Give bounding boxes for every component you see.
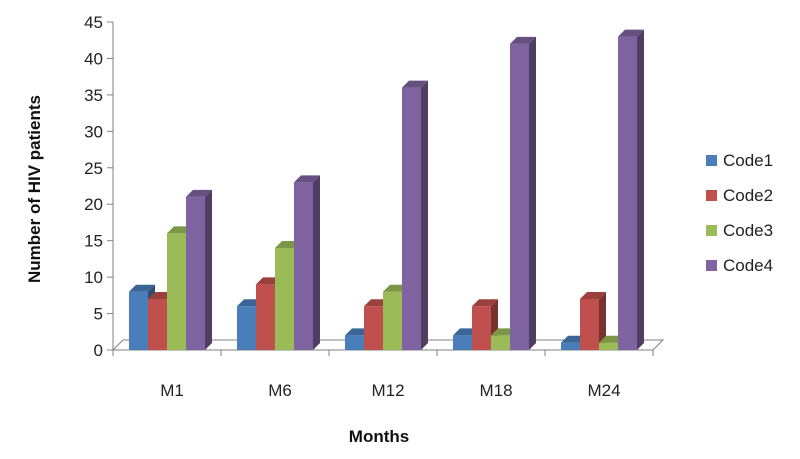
legend-item: Code2 bbox=[706, 186, 773, 205]
bar-front bbox=[237, 306, 256, 350]
bar-front bbox=[256, 284, 275, 350]
y-tick-label: 15 bbox=[84, 232, 103, 251]
legend-label: Code4 bbox=[723, 256, 773, 275]
x-tick-labels: M1 M6 M12 M18 M24 bbox=[160, 381, 620, 400]
x-tick-label: M18 bbox=[479, 381, 512, 400]
x-tick-label: M12 bbox=[371, 381, 404, 400]
bar-top bbox=[510, 36, 536, 44]
bar-top bbox=[129, 284, 155, 292]
bar-front bbox=[472, 306, 491, 350]
axis-layer bbox=[107, 21, 654, 356]
x-tick-label: M1 bbox=[160, 381, 184, 400]
bar-front bbox=[402, 87, 421, 350]
bars-layer bbox=[129, 29, 644, 350]
y-tick-label: 5 bbox=[94, 305, 103, 324]
bar-front bbox=[453, 335, 472, 350]
bar-top bbox=[472, 299, 498, 307]
bar bbox=[402, 80, 428, 350]
bar-top bbox=[186, 189, 212, 197]
legend-swatch bbox=[706, 260, 717, 271]
bar-front bbox=[510, 43, 529, 350]
bar bbox=[186, 189, 212, 350]
bar-top bbox=[580, 291, 606, 299]
legend-item: Code4 bbox=[706, 256, 773, 275]
bar-front bbox=[580, 298, 599, 350]
x-axis-title: Months bbox=[349, 427, 409, 446]
bar-front bbox=[491, 335, 510, 350]
y-tick-label: 30 bbox=[84, 122, 103, 141]
bar-front bbox=[148, 298, 167, 350]
bar-front bbox=[345, 335, 364, 350]
bar-front bbox=[383, 291, 402, 350]
legend-item: Code1 bbox=[706, 151, 773, 170]
bar bbox=[618, 29, 644, 350]
legend-swatch bbox=[706, 155, 717, 166]
bar-side bbox=[313, 175, 320, 350]
bar-front bbox=[167, 233, 186, 350]
legend-swatch bbox=[706, 190, 717, 201]
legend-label: Code2 bbox=[723, 186, 773, 205]
legend-label: Code1 bbox=[723, 151, 773, 170]
y-tick-label: 25 bbox=[84, 159, 103, 178]
bar-top bbox=[294, 175, 320, 183]
bar-side bbox=[205, 189, 212, 350]
legend-swatch bbox=[706, 225, 717, 236]
bar-side bbox=[421, 80, 428, 350]
bar-side bbox=[529, 36, 536, 350]
y-axis-title: Number of HIV patients bbox=[25, 95, 44, 283]
x-tick-label: M24 bbox=[587, 381, 620, 400]
bar bbox=[510, 36, 536, 350]
bar-side bbox=[637, 29, 644, 350]
y-tick-label: 10 bbox=[84, 268, 103, 287]
y-tick-label: 40 bbox=[84, 49, 103, 68]
bar-front bbox=[186, 196, 205, 350]
bar-front bbox=[364, 306, 383, 350]
bar-front bbox=[599, 342, 618, 350]
y-tick-labels: 0 5 10 15 20 25 30 35 40 45 bbox=[84, 13, 103, 360]
y-tick-label: 20 bbox=[84, 195, 103, 214]
bar-side bbox=[599, 291, 606, 350]
y-tick-label: 45 bbox=[84, 13, 103, 32]
bar-front bbox=[129, 291, 148, 350]
bar-top bbox=[402, 80, 428, 88]
legend-label: Code3 bbox=[723, 221, 773, 240]
y-tick-label: 35 bbox=[84, 86, 103, 105]
bar-front bbox=[294, 182, 313, 350]
legend: Code1 Code2 Code3 Code4 bbox=[706, 151, 773, 275]
bar-top bbox=[618, 29, 644, 37]
bar bbox=[580, 291, 606, 350]
bar-front bbox=[275, 247, 294, 350]
bar-front bbox=[618, 36, 637, 350]
x-tick-label: M6 bbox=[268, 381, 292, 400]
y-tick-label: 0 bbox=[94, 341, 103, 360]
bar-front bbox=[561, 342, 580, 350]
legend-item: Code3 bbox=[706, 221, 773, 240]
bar bbox=[294, 175, 320, 350]
